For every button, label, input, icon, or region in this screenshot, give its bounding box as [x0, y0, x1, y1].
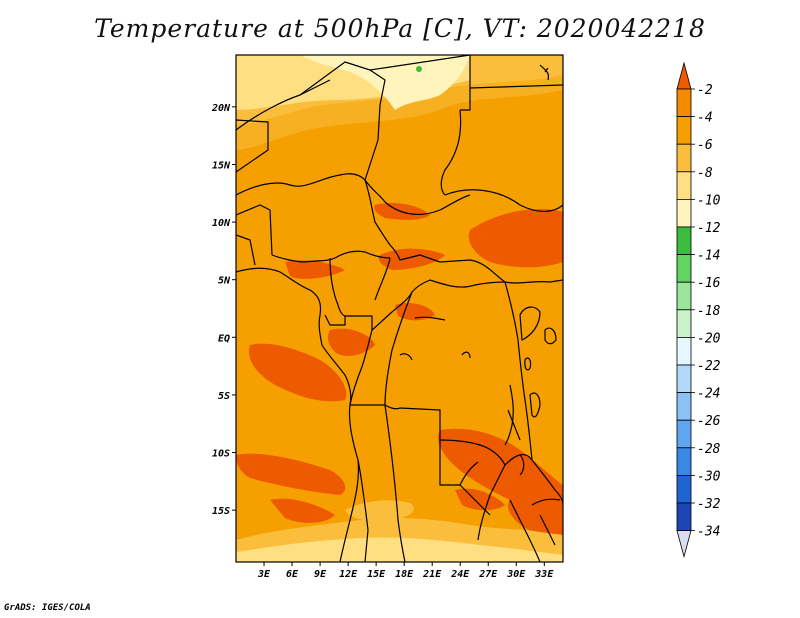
colorbar-label: -14 [697, 249, 720, 264]
lon-tick-label: 15E [367, 569, 386, 580]
lat-tick-label: 5N [218, 276, 231, 287]
lon-tick-label: 6E [286, 569, 299, 580]
colorbar-label: -2 [697, 83, 713, 98]
country-boundaries [236, 55, 563, 562]
colorbar-swatch [676, 198, 692, 228]
colorbar-bottom-triangle [676, 530, 692, 559]
lat-tick-label: 10S [212, 449, 230, 460]
colorbar-swatch [676, 392, 692, 421]
colorbar-swatch [676, 336, 692, 366]
field-green-spot [416, 66, 422, 72]
colorbar-label: -6 [697, 138, 713, 153]
colorbar-label: -16 [697, 276, 721, 291]
colorbar-label: -8 [697, 166, 713, 181]
lon-tick-label: 24E [450, 569, 470, 580]
colorbar-swatch [676, 143, 692, 173]
colorbar-label: -12 [697, 221, 721, 236]
colorbar-label: -24 [697, 387, 720, 402]
colorbar-label: -32 [697, 497, 721, 512]
colorbar-label: -22 [697, 359, 721, 374]
lat-tick-label: 10N [212, 218, 231, 229]
colorbar-label: -26 [697, 414, 721, 429]
lat-tick-label: 5S [218, 391, 230, 402]
lon-tick-label: 30E [506, 569, 526, 580]
colorbar-swatch [676, 447, 692, 476]
colorbar-swatch [676, 116, 692, 145]
latitude-axis: 20N 15N 10N 5N EQ 5S 10S 15S [211, 103, 236, 517]
longitude-axis: 3E 6E 9E 12E 15E 18E 21E 24E 27E 30E 33E [257, 562, 554, 580]
map-frame [235, 54, 564, 563]
lat-tick-label: EQ [218, 333, 230, 344]
lat-tick-label: 15S [212, 506, 230, 517]
colorbar-swatch [676, 281, 692, 311]
colorbar-swatch [676, 364, 692, 394]
field-band-ne [470, 55, 563, 81]
colorbar-label: -4 [697, 111, 713, 126]
lon-tick-label: 3E [257, 569, 271, 580]
colorbar-label: -30 [697, 469, 721, 484]
colorbar-label: -20 [697, 331, 721, 346]
colorbar-swatch [676, 226, 692, 256]
lon-tick-label: 33E [534, 569, 554, 580]
colorbar-swatch [676, 254, 692, 283]
colorbar: -2 -4 -6 -8 -10 -12 -14 -16 -18 -20 -22 -24 -26 -28 -3… [676, 61, 721, 559]
colorbar-swatch [676, 419, 692, 449]
colorbar-label: -18 [697, 304, 721, 319]
colorbar-label: -28 [697, 442, 721, 457]
colorbar-top-triangle [676, 61, 692, 90]
colorbar-label: -10 [697, 193, 721, 208]
temperature-field [236, 55, 563, 562]
colorbar-swatch [676, 171, 692, 200]
lon-tick-label: 27E [478, 569, 498, 580]
field-band-south-2 [236, 537, 563, 562]
lat-tick-label: 20N [211, 103, 231, 114]
colorbar-label: -34 [697, 525, 720, 540]
grads-credit: GrADS: IGES/COLA [4, 603, 91, 613]
lon-tick-label: 12E [339, 569, 358, 580]
lon-tick-label: 21E [422, 569, 442, 580]
lon-tick-label: 18E [395, 569, 414, 580]
colorbar-swatch [676, 88, 692, 118]
lon-tick-label: 9E [314, 569, 327, 580]
lat-tick-label: 15N [212, 160, 231, 171]
colorbar-swatch [676, 474, 692, 504]
colorbar-swatch [676, 309, 692, 338]
colorbar-swatch [676, 502, 692, 532]
map-title: Temperature at 500hPa [C], VT: 202004221… [94, 14, 706, 43]
